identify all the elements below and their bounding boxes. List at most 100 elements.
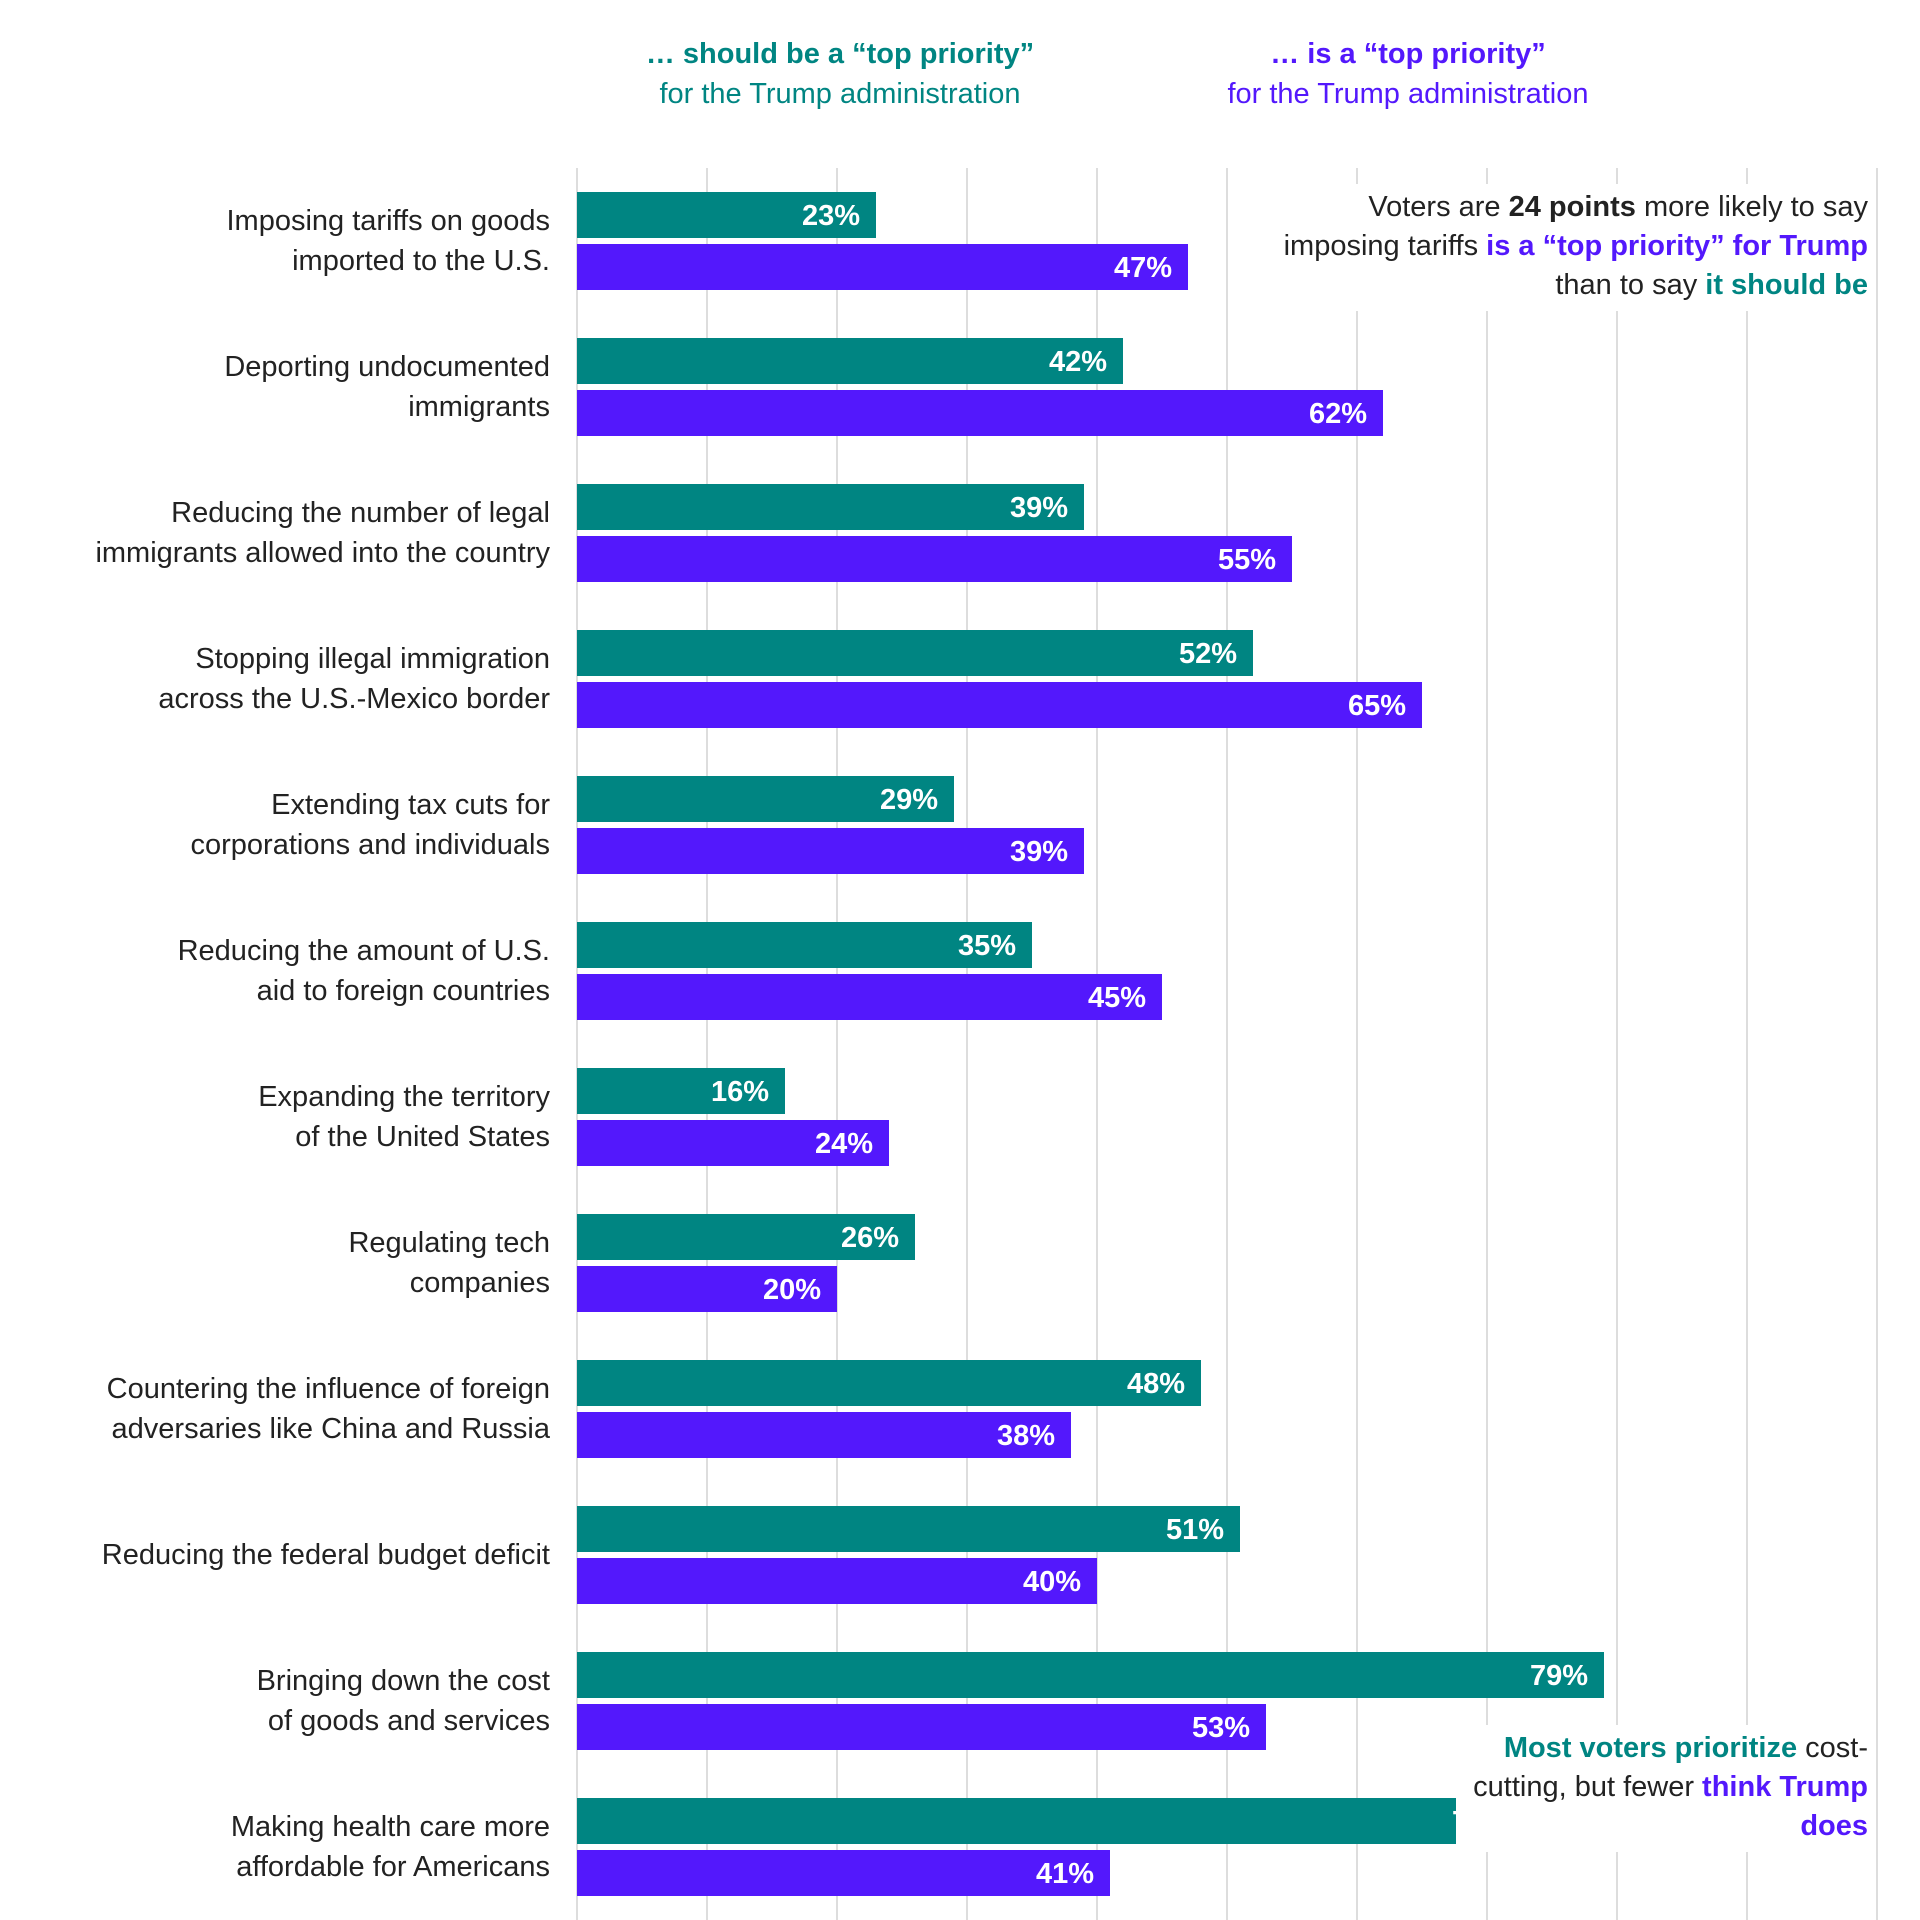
category-label-line: companies	[409, 1267, 550, 1299]
data-label: 47%	[1114, 252, 1172, 284]
category-label-line: Reducing the federal budget deficit	[101, 1539, 550, 1571]
category-label-line: Stopping illegal immigration	[195, 643, 550, 675]
category-label: Deporting undocumented immigrants	[10, 347, 550, 427]
annotation-part: it should be	[1705, 269, 1868, 301]
category-label-line: Reducing the number of legal	[171, 497, 550, 529]
data-label: 62%	[1309, 398, 1367, 430]
bar-should	[577, 1360, 1201, 1406]
bar-is	[577, 828, 1084, 874]
data-label: 38%	[997, 1420, 1055, 1452]
category-label-line: Bringing down the cost	[256, 1665, 550, 1697]
data-label: 53%	[1192, 1712, 1250, 1744]
data-label: 55%	[1218, 544, 1276, 576]
bar-should	[577, 630, 1253, 676]
bar-is	[577, 536, 1292, 582]
data-label: 52%	[1179, 638, 1237, 670]
annotation-part: more likely to say imposing tariffs	[1283, 191, 1868, 262]
bar-should	[577, 1068, 785, 1114]
category-label-line: corporations and individuals	[190, 829, 551, 861]
data-label: 42%	[1049, 346, 1107, 378]
bar-should	[577, 1798, 1526, 1844]
data-label: 45%	[1088, 982, 1146, 1014]
data-label: 35%	[958, 930, 1016, 962]
data-label: 65%	[1348, 690, 1406, 722]
annotation-part: think Trump does	[1702, 1771, 1868, 1842]
category-label-line: immigrants	[408, 391, 550, 423]
category-label-line: of the United States	[295, 1121, 550, 1153]
category-label-line: Regulating tech	[348, 1227, 550, 1259]
data-label: 26%	[841, 1222, 899, 1254]
data-label: 24%	[815, 1128, 873, 1160]
bar-should	[577, 1652, 1604, 1698]
category-label-line: adversaries like China and Russia	[111, 1413, 550, 1445]
data-label: 51%	[1166, 1514, 1224, 1546]
bar-is	[577, 244, 1188, 290]
annotation-part: cost-cutting, but fewer	[1473, 1732, 1868, 1803]
annotation-part: Voters are	[1368, 191, 1509, 223]
bar-is	[577, 1266, 837, 1312]
bar-is	[577, 974, 1162, 1020]
annotation-part: than to say	[1555, 269, 1706, 301]
data-label: 20%	[763, 1274, 821, 1306]
annotation-tariffs: Voters are 24 points more likely to say …	[1236, 184, 1868, 311]
annotation-part: is a “top priority” for Trump	[1486, 230, 1868, 262]
category-label-line: affordable for Americans	[236, 1851, 550, 1883]
legend-should-priority: … should be a “top priority” for the Tru…	[600, 34, 1080, 114]
category-label-line: aid to foreign countries	[256, 975, 550, 1007]
bar-is	[577, 1850, 1110, 1896]
category-label-line: imported to the U.S.	[292, 245, 550, 277]
bar-is	[577, 390, 1383, 436]
bar-should	[577, 922, 1032, 968]
data-label: 39%	[1010, 492, 1068, 524]
data-label: 40%	[1023, 1566, 1081, 1598]
data-label: 48%	[1127, 1368, 1185, 1400]
category-label-line: Extending tax cuts for	[271, 789, 550, 821]
bar-should	[577, 338, 1123, 384]
category-label-line: Expanding the territory	[258, 1081, 550, 1113]
category-label: Stopping illegal immigration across the U…	[10, 639, 550, 719]
category-label: Making health care more affordable for Am…	[10, 1807, 550, 1887]
legend-is-line2: for the Trump administration	[1227, 78, 1589, 110]
category-label-line: of goods and services	[267, 1705, 550, 1737]
data-label: 23%	[802, 200, 860, 232]
category-label-line: Deporting undocumented	[224, 351, 550, 383]
bar-is	[577, 1120, 889, 1166]
legend-is-priority: … is a “top priority” for the Trump admi…	[1168, 34, 1648, 114]
data-label: 41%	[1036, 1858, 1094, 1890]
bar-should	[577, 1506, 1240, 1552]
bar-is	[577, 1704, 1266, 1750]
category-label-line: Countering the influence of foreign	[106, 1373, 550, 1405]
data-label: 39%	[1010, 836, 1068, 868]
category-label: Extending tax cuts for corporations and i…	[10, 785, 551, 865]
legend-should-line2: for the Trump administration	[659, 78, 1021, 110]
category-label: Regulating tech companies	[10, 1223, 550, 1303]
category-label-line: Imposing tariffs on goods	[226, 205, 551, 237]
category-label-line: immigrants allowed into the country	[95, 537, 550, 569]
category-label: Expanding the territory of the United Sta…	[10, 1077, 550, 1157]
category-label: Imposing tariffs on goods imported to the…	[10, 201, 551, 281]
bar-is	[577, 1412, 1071, 1458]
category-label: Bringing down the cost of goods and servi…	[10, 1661, 550, 1741]
category-label: Reducing the federal budget deficit	[10, 1535, 550, 1575]
category-label: Reducing the number of legal immigrants a…	[10, 493, 550, 573]
annotation-cost-cutting: Most voters prioritize cost-cutting, but…	[1456, 1725, 1868, 1852]
bar-should	[577, 776, 954, 822]
bar-is	[577, 1558, 1097, 1604]
legend-is-line1: … is a “top priority”	[1270, 38, 1546, 70]
bar-should	[577, 192, 876, 238]
category-label-line: Reducing the amount of U.S.	[177, 935, 550, 967]
bar-is	[577, 682, 1422, 728]
data-label: 29%	[880, 784, 938, 816]
category-label-line: across the U.S.-Mexico border	[158, 683, 550, 715]
annotation-part: Most voters prioritize	[1503, 1732, 1798, 1764]
category-label: Countering the influence of foreign adver…	[10, 1369, 550, 1449]
bar-should	[577, 484, 1084, 530]
annotation-part: 24 points	[1508, 191, 1636, 223]
data-label: 16%	[711, 1076, 769, 1108]
legend-should-line1: … should be a “top priority”	[645, 38, 1035, 70]
category-label: Reducing the amount of U.S. aid to foreig…	[10, 931, 550, 1011]
data-label: 79%	[1530, 1660, 1588, 1692]
bar-should	[577, 1214, 915, 1260]
category-label-line: Making health care more	[230, 1811, 550, 1843]
